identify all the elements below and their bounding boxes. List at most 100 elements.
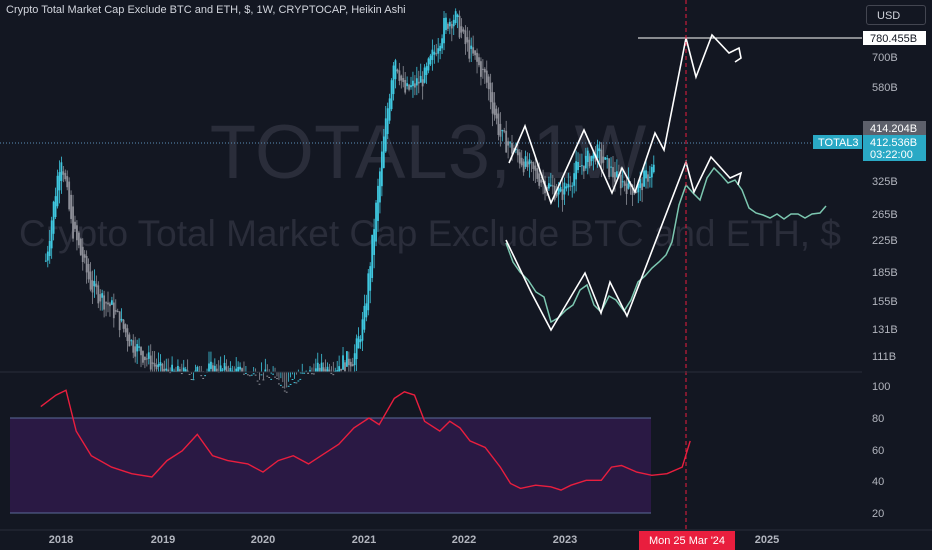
candle-body <box>149 355 152 370</box>
cursor-date-box <box>639 531 735 550</box>
candle-body <box>177 365 179 372</box>
candle-body <box>452 19 455 27</box>
candle-body <box>243 373 245 375</box>
candle-body <box>359 339 362 343</box>
candle-body <box>394 60 397 80</box>
candle-body <box>641 183 644 191</box>
candle-body <box>95 283 98 288</box>
high-price-label: 780.455B <box>870 33 917 45</box>
candle-body <box>101 293 104 298</box>
candle-body <box>571 185 574 187</box>
candle-body <box>328 369 331 372</box>
candle-body <box>122 319 125 329</box>
candle-body <box>511 142 513 154</box>
candle-body <box>194 370 197 372</box>
price-axis[interactable]: 700B 580B 325B 265B 225B 185B 155B 131B … <box>862 0 932 530</box>
candle-body <box>258 383 261 385</box>
candle-body <box>340 368 342 371</box>
candle-body <box>532 162 535 169</box>
candle-body <box>103 295 106 310</box>
candle-body <box>612 167 614 178</box>
price-tick: 265B <box>872 209 898 221</box>
candle-body <box>392 65 395 95</box>
time-tick: 2022 <box>452 534 476 546</box>
candle-body <box>307 372 309 374</box>
candle-body <box>291 378 294 380</box>
candle-body <box>581 165 583 167</box>
candle-body <box>221 369 224 371</box>
currency-button[interactable]: USD <box>866 5 926 25</box>
candle-body <box>246 374 249 376</box>
candle-body <box>518 152 521 164</box>
candle-body <box>165 368 168 371</box>
candle-body <box>649 176 651 178</box>
candle-body <box>396 69 399 72</box>
candle-body <box>169 372 172 374</box>
chart-title: Crypto Total Market Cap Exclude BTC and … <box>6 4 406 16</box>
candle-body <box>538 173 541 186</box>
candle-body <box>379 171 381 203</box>
price-tick: 700B <box>872 52 898 64</box>
candle-body <box>464 30 467 45</box>
candle-body <box>54 196 57 217</box>
candle-body <box>153 363 156 367</box>
candle-body <box>332 374 335 376</box>
candle-body <box>375 202 377 242</box>
candle-body <box>268 376 271 378</box>
candle-body <box>248 375 251 377</box>
candle-body <box>312 373 315 375</box>
candle-body <box>563 182 566 195</box>
time-axis[interactable]: 2018 2019 2020 2021 2022 2023 2025 Mon 2… <box>0 529 932 550</box>
candle-body <box>448 21 451 27</box>
candle-body <box>155 364 158 370</box>
rsi-tick: 40 <box>872 476 884 488</box>
candle-body <box>200 375 203 377</box>
candle-body <box>93 281 96 287</box>
candle-body <box>610 166 612 168</box>
candle-body <box>239 366 241 370</box>
candle-body <box>388 98 391 121</box>
candle-body <box>565 186 568 189</box>
candle-body <box>503 130 506 132</box>
candle-body <box>66 176 69 188</box>
candle-body <box>283 390 286 392</box>
candle-body <box>470 45 473 49</box>
candle-body <box>631 184 634 195</box>
candle-body <box>274 376 276 378</box>
candle-body <box>493 102 496 116</box>
candle-body <box>567 183 570 188</box>
candle-body <box>112 302 115 319</box>
symbol-tag: TOTAL3 <box>818 137 859 149</box>
candle-body <box>637 183 640 193</box>
candle-body <box>175 370 177 372</box>
candle-body <box>159 362 162 366</box>
candle-body <box>625 183 628 194</box>
candle-body <box>334 370 337 372</box>
candle-body <box>301 372 304 374</box>
candle-body <box>330 372 333 374</box>
candle-body <box>501 130 504 132</box>
candle-body <box>303 372 306 374</box>
candle-body <box>528 159 531 165</box>
candle-body <box>534 165 537 171</box>
candle-body <box>447 23 449 29</box>
candle-body <box>406 83 409 87</box>
candle-body <box>190 379 193 381</box>
candle-body <box>132 340 135 353</box>
candle-body <box>524 156 527 167</box>
candle-body <box>204 375 207 377</box>
candle-body <box>293 382 296 384</box>
rsi-tick: 20 <box>872 508 884 520</box>
candle-body <box>415 78 418 86</box>
price-tick: 131B <box>872 324 898 336</box>
candle-body <box>241 368 243 372</box>
candle-body <box>245 372 247 374</box>
candle-body <box>546 187 548 190</box>
candle-body <box>485 70 488 83</box>
candle-body <box>549 184 552 186</box>
candle-body <box>316 362 319 372</box>
candle-body <box>278 383 280 385</box>
candle-body <box>551 185 554 187</box>
rsi-tick: 60 <box>872 445 884 457</box>
